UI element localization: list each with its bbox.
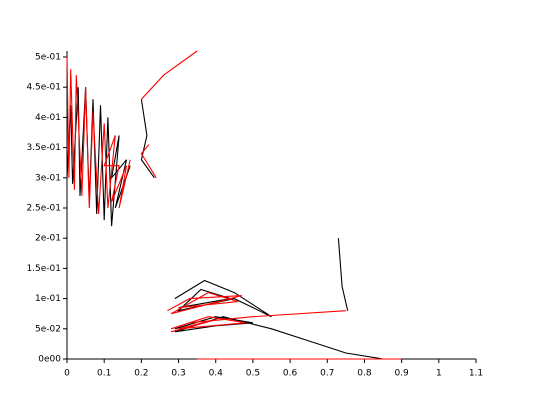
y-tick-label: 3e-01: [35, 173, 61, 183]
x-tick-label: 0.6: [283, 369, 298, 379]
series-line: [66, 87, 384, 360]
x-tick-label: 0.4: [209, 369, 224, 379]
x-tick-label: 0.7: [320, 369, 334, 379]
y-tick-label: 4e-01: [35, 113, 61, 123]
series-line: [66, 50, 402, 360]
x-tick-label: 1: [436, 369, 442, 379]
x-tick-label: 0.2: [134, 369, 148, 379]
y-tick-label: 5e-02: [35, 324, 61, 334]
y-tick-label: 3.5e-01: [26, 143, 61, 153]
y-tick-label: 1e-01: [35, 294, 61, 304]
x-tick-label: 0.9: [394, 369, 409, 379]
y-tick-label: 5e-01: [35, 53, 61, 63]
x-tick-label: 0.3: [171, 369, 185, 379]
y-tick-label: 4.5e-01: [26, 83, 61, 93]
x-tick-label: 1.1: [469, 369, 483, 379]
y-tick-label: 2e-01: [35, 234, 61, 244]
x-tick-label: 0.5: [246, 369, 260, 379]
y-tick-label: 1.5e-01: [26, 264, 61, 274]
x-tick-label: 0.8: [357, 369, 372, 379]
x-tick-label: 0: [64, 369, 70, 379]
y-tick-label: 0e00: [38, 355, 61, 365]
y-tick-label: 2.5e-01: [26, 204, 61, 214]
x-tick-label: 0.1: [97, 369, 111, 379]
